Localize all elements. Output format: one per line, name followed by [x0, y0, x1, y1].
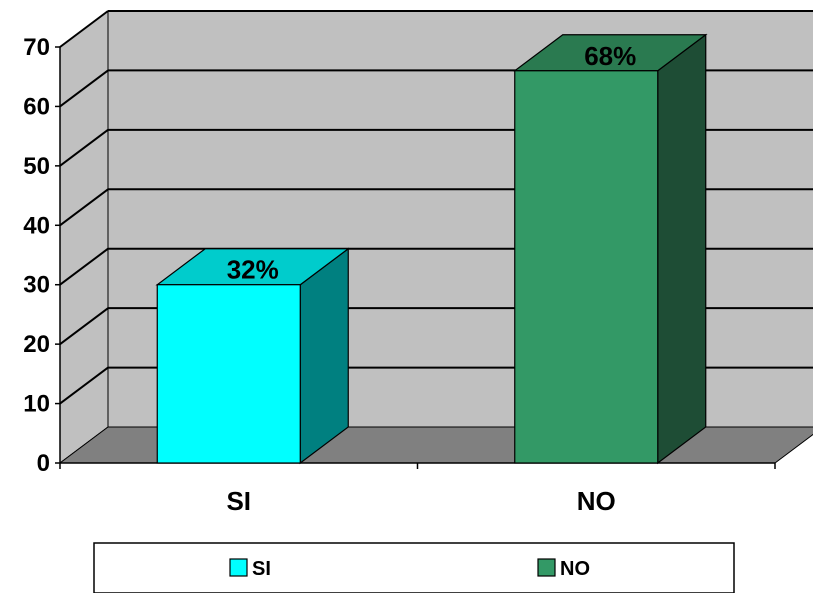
legend-swatch — [537, 558, 556, 577]
data-label: 68% — [584, 41, 636, 71]
gridline-side — [59, 69, 109, 108]
y-tick-label: 10 — [23, 391, 50, 418]
gridline-side — [59, 10, 109, 48]
gridline-side — [59, 188, 109, 227]
y-tick-label: 60 — [23, 93, 50, 120]
x-axis-categories: SI NO — [226, 486, 615, 516]
y-tick-label: 40 — [23, 212, 50, 239]
x-category-label: NO — [577, 486, 616, 516]
y-tick-label: 50 — [23, 153, 50, 180]
y-axis-ticks: 0 10 20 30 40 50 60 70 — [23, 34, 60, 477]
legend-entry: NO — [560, 558, 590, 580]
bar-si — [156, 284, 301, 464]
gridline-side — [59, 247, 109, 286]
x-category-label: SI — [226, 486, 251, 516]
bar-side — [657, 33, 707, 465]
legend-swatch — [229, 558, 248, 577]
legend: SI NO — [93, 542, 735, 593]
y-tick-label: 70 — [23, 34, 50, 61]
gridline-side — [59, 129, 109, 167]
data-labels: 32% 68% — [227, 41, 637, 285]
bars — [155, 33, 708, 465]
legend-entry: SI — [252, 558, 271, 580]
legend-box — [93, 542, 735, 593]
side-wall — [59, 10, 109, 464]
bar-no — [514, 70, 659, 464]
gridline-side — [59, 307, 109, 345]
y-tick-label: 30 — [23, 272, 50, 299]
gridline-side — [59, 366, 109, 405]
bar-side — [299, 247, 349, 465]
y-tick-label: 20 — [23, 331, 50, 358]
data-label: 32% — [227, 255, 279, 285]
y-tick-label: 0 — [37, 450, 50, 477]
